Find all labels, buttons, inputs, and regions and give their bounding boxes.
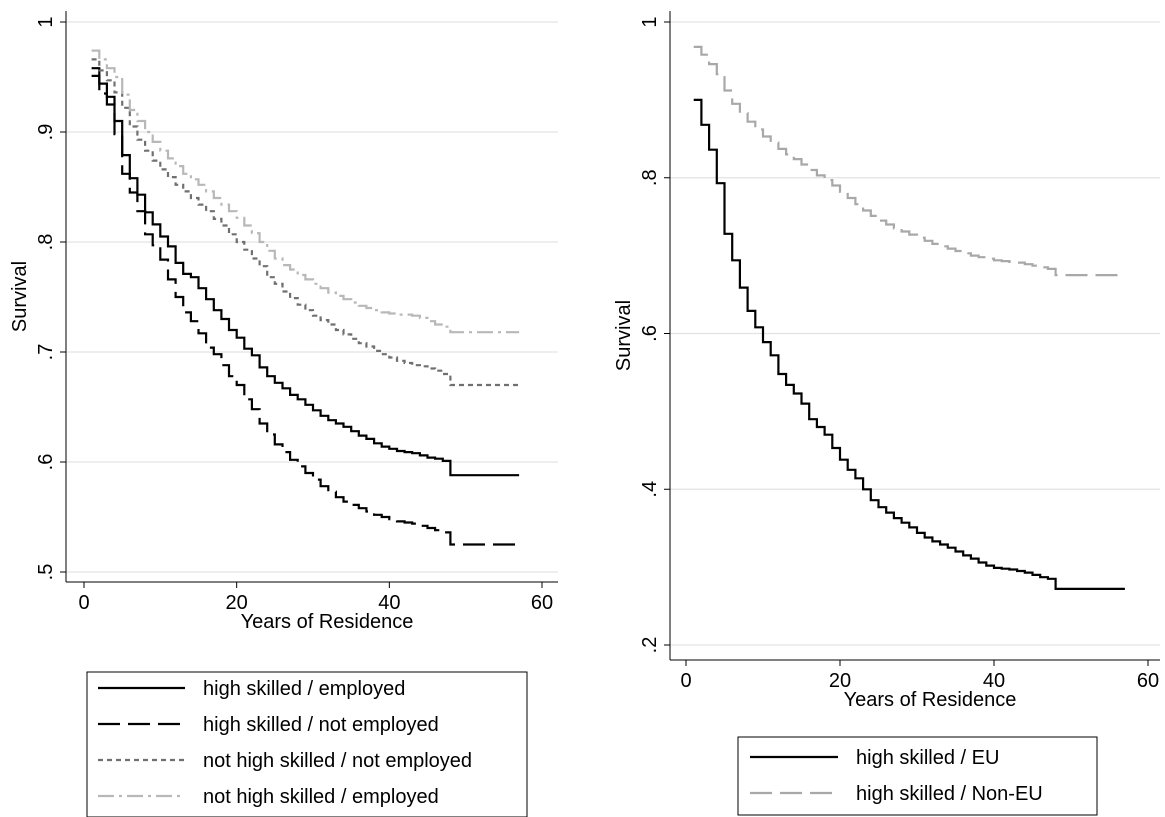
legend-label-2: high skilled / Non-EU xyxy=(856,783,1043,805)
y-tick-label: .6 xyxy=(639,325,661,342)
legend: high skilled / EU high skilled / Non-EU xyxy=(737,736,1098,816)
y-tick-label: .6 xyxy=(35,454,57,471)
chart-panel-1: .5 .6 .7 .8 .9 1 0 20 40 60 Years of Residence Surv… xyxy=(9,11,558,817)
series-line-2 xyxy=(91,74,520,546)
x-tick-label: 40 xyxy=(983,670,1005,692)
legend-label-2: high skilled / not employed xyxy=(203,714,439,736)
series-line-2 xyxy=(693,45,1125,277)
legend-box xyxy=(86,671,528,817)
y-axis-title: Survival xyxy=(613,300,635,371)
legend-label-1: high skilled / employed xyxy=(203,678,405,700)
y-tick-label: .9 xyxy=(35,124,57,141)
x-tick-label: 40 xyxy=(378,592,400,614)
series-line-4 xyxy=(91,49,520,334)
legend-label-3: not high skilled / not employed xyxy=(203,750,472,772)
y-tick-label: .7 xyxy=(35,344,57,361)
x-tick-label: 0 xyxy=(680,670,691,692)
chart-panel-2: .2 .4 .6 .8 1 0 20 40 60 Years of Residence Surviv… xyxy=(613,11,1160,816)
series-line-3 xyxy=(91,58,520,387)
y-tick-label: .8 xyxy=(639,169,661,186)
y-tick-label: 1 xyxy=(35,16,57,27)
y-axis-title: Survival xyxy=(9,261,31,332)
legend: high skilled / employed high skilled / no… xyxy=(86,671,528,817)
legend-box xyxy=(737,736,1098,816)
y-tick-label: .8 xyxy=(35,234,57,251)
x-tick-label: 20 xyxy=(829,670,851,692)
x-axis-title: Years of Residence xyxy=(844,689,1017,711)
y-tick-label: .5 xyxy=(35,564,57,581)
series-line-1 xyxy=(693,98,1125,590)
x-axis-title: Years of Residence xyxy=(241,611,414,633)
x-tick-label: 60 xyxy=(1137,670,1159,692)
legend-label-4: not high skilled / employed xyxy=(203,786,439,808)
series-line-1 xyxy=(91,67,520,477)
y-tick-label: .4 xyxy=(639,481,661,498)
y-tick-label: 1 xyxy=(639,16,661,27)
x-tick-label: 0 xyxy=(78,592,89,614)
x-tick-label: 60 xyxy=(531,592,553,614)
x-tick-label: 20 xyxy=(226,592,248,614)
y-tick-label: .2 xyxy=(639,637,661,654)
legend-label-1: high skilled / EU xyxy=(856,747,999,769)
